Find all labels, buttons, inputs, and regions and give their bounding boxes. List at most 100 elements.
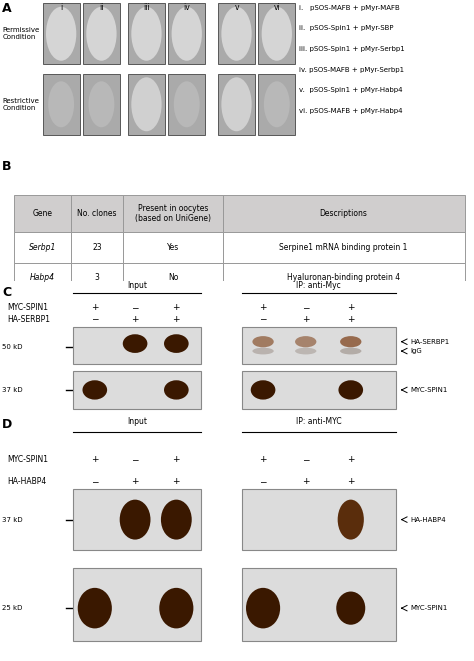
Text: HA-SERBP1: HA-SERBP1 (7, 315, 50, 323)
Ellipse shape (337, 500, 364, 539)
FancyBboxPatch shape (168, 73, 205, 135)
FancyBboxPatch shape (223, 196, 465, 232)
FancyBboxPatch shape (123, 262, 223, 293)
Text: i: i (60, 3, 62, 12)
Text: IP: anti-MYC: IP: anti-MYC (296, 417, 342, 426)
Text: iii. pSOS-Spin1 + pMyr-Serbp1: iii. pSOS-Spin1 + pMyr-Serbp1 (299, 46, 404, 52)
Text: 50 kD: 50 kD (2, 344, 23, 350)
Text: ii.  pSOS-Spin1 + pMyr-SBP: ii. pSOS-Spin1 + pMyr-SBP (299, 25, 393, 31)
Text: +: + (347, 303, 355, 312)
Ellipse shape (131, 77, 162, 132)
FancyBboxPatch shape (43, 3, 80, 64)
Text: A: A (2, 1, 12, 15)
Ellipse shape (131, 7, 162, 61)
Text: −: − (131, 455, 139, 464)
Text: Gene: Gene (33, 209, 53, 218)
Ellipse shape (172, 7, 202, 61)
Ellipse shape (338, 380, 363, 400)
Ellipse shape (253, 336, 274, 347)
FancyBboxPatch shape (73, 327, 201, 364)
Ellipse shape (264, 81, 290, 128)
Ellipse shape (251, 380, 275, 400)
FancyBboxPatch shape (73, 371, 201, 409)
Ellipse shape (164, 334, 189, 353)
FancyBboxPatch shape (223, 262, 465, 293)
Text: Serbp1: Serbp1 (29, 243, 56, 252)
FancyBboxPatch shape (71, 232, 123, 262)
Ellipse shape (340, 336, 362, 347)
FancyBboxPatch shape (71, 262, 123, 293)
Ellipse shape (336, 592, 365, 625)
Text: +: + (259, 303, 267, 312)
Ellipse shape (89, 81, 114, 128)
Text: 23: 23 (92, 243, 102, 252)
Text: −: − (259, 315, 267, 323)
Text: v: v (234, 3, 239, 12)
Text: D: D (2, 418, 13, 430)
Text: +: + (347, 315, 355, 323)
Text: −: − (91, 315, 99, 323)
Text: MYC-SPIN1: MYC-SPIN1 (7, 455, 48, 464)
FancyBboxPatch shape (14, 232, 71, 262)
Text: +: + (131, 477, 139, 486)
Text: Hyaluronan-binding protein 4: Hyaluronan-binding protein 4 (287, 274, 400, 282)
Text: 25 kD: 25 kD (2, 605, 23, 611)
Text: +: + (259, 455, 267, 464)
FancyBboxPatch shape (242, 568, 396, 641)
Text: iv. pSOS-MAFB + pMyr-Serbp1: iv. pSOS-MAFB + pMyr-Serbp1 (299, 67, 404, 73)
Ellipse shape (246, 588, 280, 629)
Text: Yes: Yes (167, 243, 179, 252)
FancyBboxPatch shape (242, 327, 396, 364)
Ellipse shape (253, 348, 274, 354)
Ellipse shape (262, 7, 292, 61)
Ellipse shape (164, 380, 189, 400)
Text: −: − (131, 303, 139, 312)
Text: +: + (173, 455, 180, 464)
FancyBboxPatch shape (123, 232, 223, 262)
Text: +: + (173, 315, 180, 323)
FancyBboxPatch shape (128, 3, 165, 64)
FancyBboxPatch shape (258, 73, 295, 135)
Ellipse shape (159, 588, 193, 629)
Text: No. clones: No. clones (77, 209, 117, 218)
Text: vi: vi (273, 3, 280, 12)
Ellipse shape (221, 77, 252, 132)
Ellipse shape (221, 7, 252, 61)
Text: IP: anti-Myc: IP: anti-Myc (296, 281, 341, 290)
Text: +: + (347, 455, 355, 464)
Text: Serpine1 mRNA binding protein 1: Serpine1 mRNA binding protein 1 (280, 243, 408, 252)
Text: ii: ii (99, 3, 104, 12)
Text: +: + (347, 477, 355, 486)
Text: MYC-SPIN1: MYC-SPIN1 (410, 605, 447, 611)
Text: 37 kD: 37 kD (2, 387, 23, 393)
Ellipse shape (78, 588, 112, 629)
Text: +: + (173, 477, 180, 486)
Text: MYC-SPIN1: MYC-SPIN1 (410, 387, 447, 393)
Text: MYC-SPIN1: MYC-SPIN1 (7, 303, 48, 312)
Text: v.  pSOS-Spin1 + pMyr-Habp4: v. pSOS-Spin1 + pMyr-Habp4 (299, 87, 402, 93)
Text: B: B (2, 160, 12, 173)
Ellipse shape (48, 81, 74, 128)
Text: Present in oocytes
(based on UniGene): Present in oocytes (based on UniGene) (135, 204, 211, 223)
Text: +: + (173, 303, 180, 312)
FancyBboxPatch shape (43, 73, 80, 135)
Text: +: + (302, 315, 310, 323)
FancyBboxPatch shape (258, 3, 295, 64)
FancyBboxPatch shape (73, 489, 201, 551)
Text: +: + (131, 315, 139, 323)
Text: HA-SERBP1: HA-SERBP1 (410, 338, 449, 345)
Text: 3: 3 (95, 274, 100, 282)
FancyBboxPatch shape (71, 196, 123, 232)
Text: i.   pSOS-MAFB + pMyr-MAFB: i. pSOS-MAFB + pMyr-MAFB (299, 5, 400, 11)
Text: IgG: IgG (410, 348, 422, 354)
Text: Input: Input (128, 281, 147, 290)
Ellipse shape (174, 81, 200, 128)
Text: 37 kD: 37 kD (2, 517, 23, 523)
Text: −: − (259, 477, 267, 486)
FancyBboxPatch shape (218, 73, 255, 135)
Text: +: + (302, 477, 310, 486)
FancyBboxPatch shape (123, 196, 223, 232)
Text: −: − (91, 477, 99, 486)
FancyBboxPatch shape (83, 3, 120, 64)
Ellipse shape (295, 348, 317, 354)
